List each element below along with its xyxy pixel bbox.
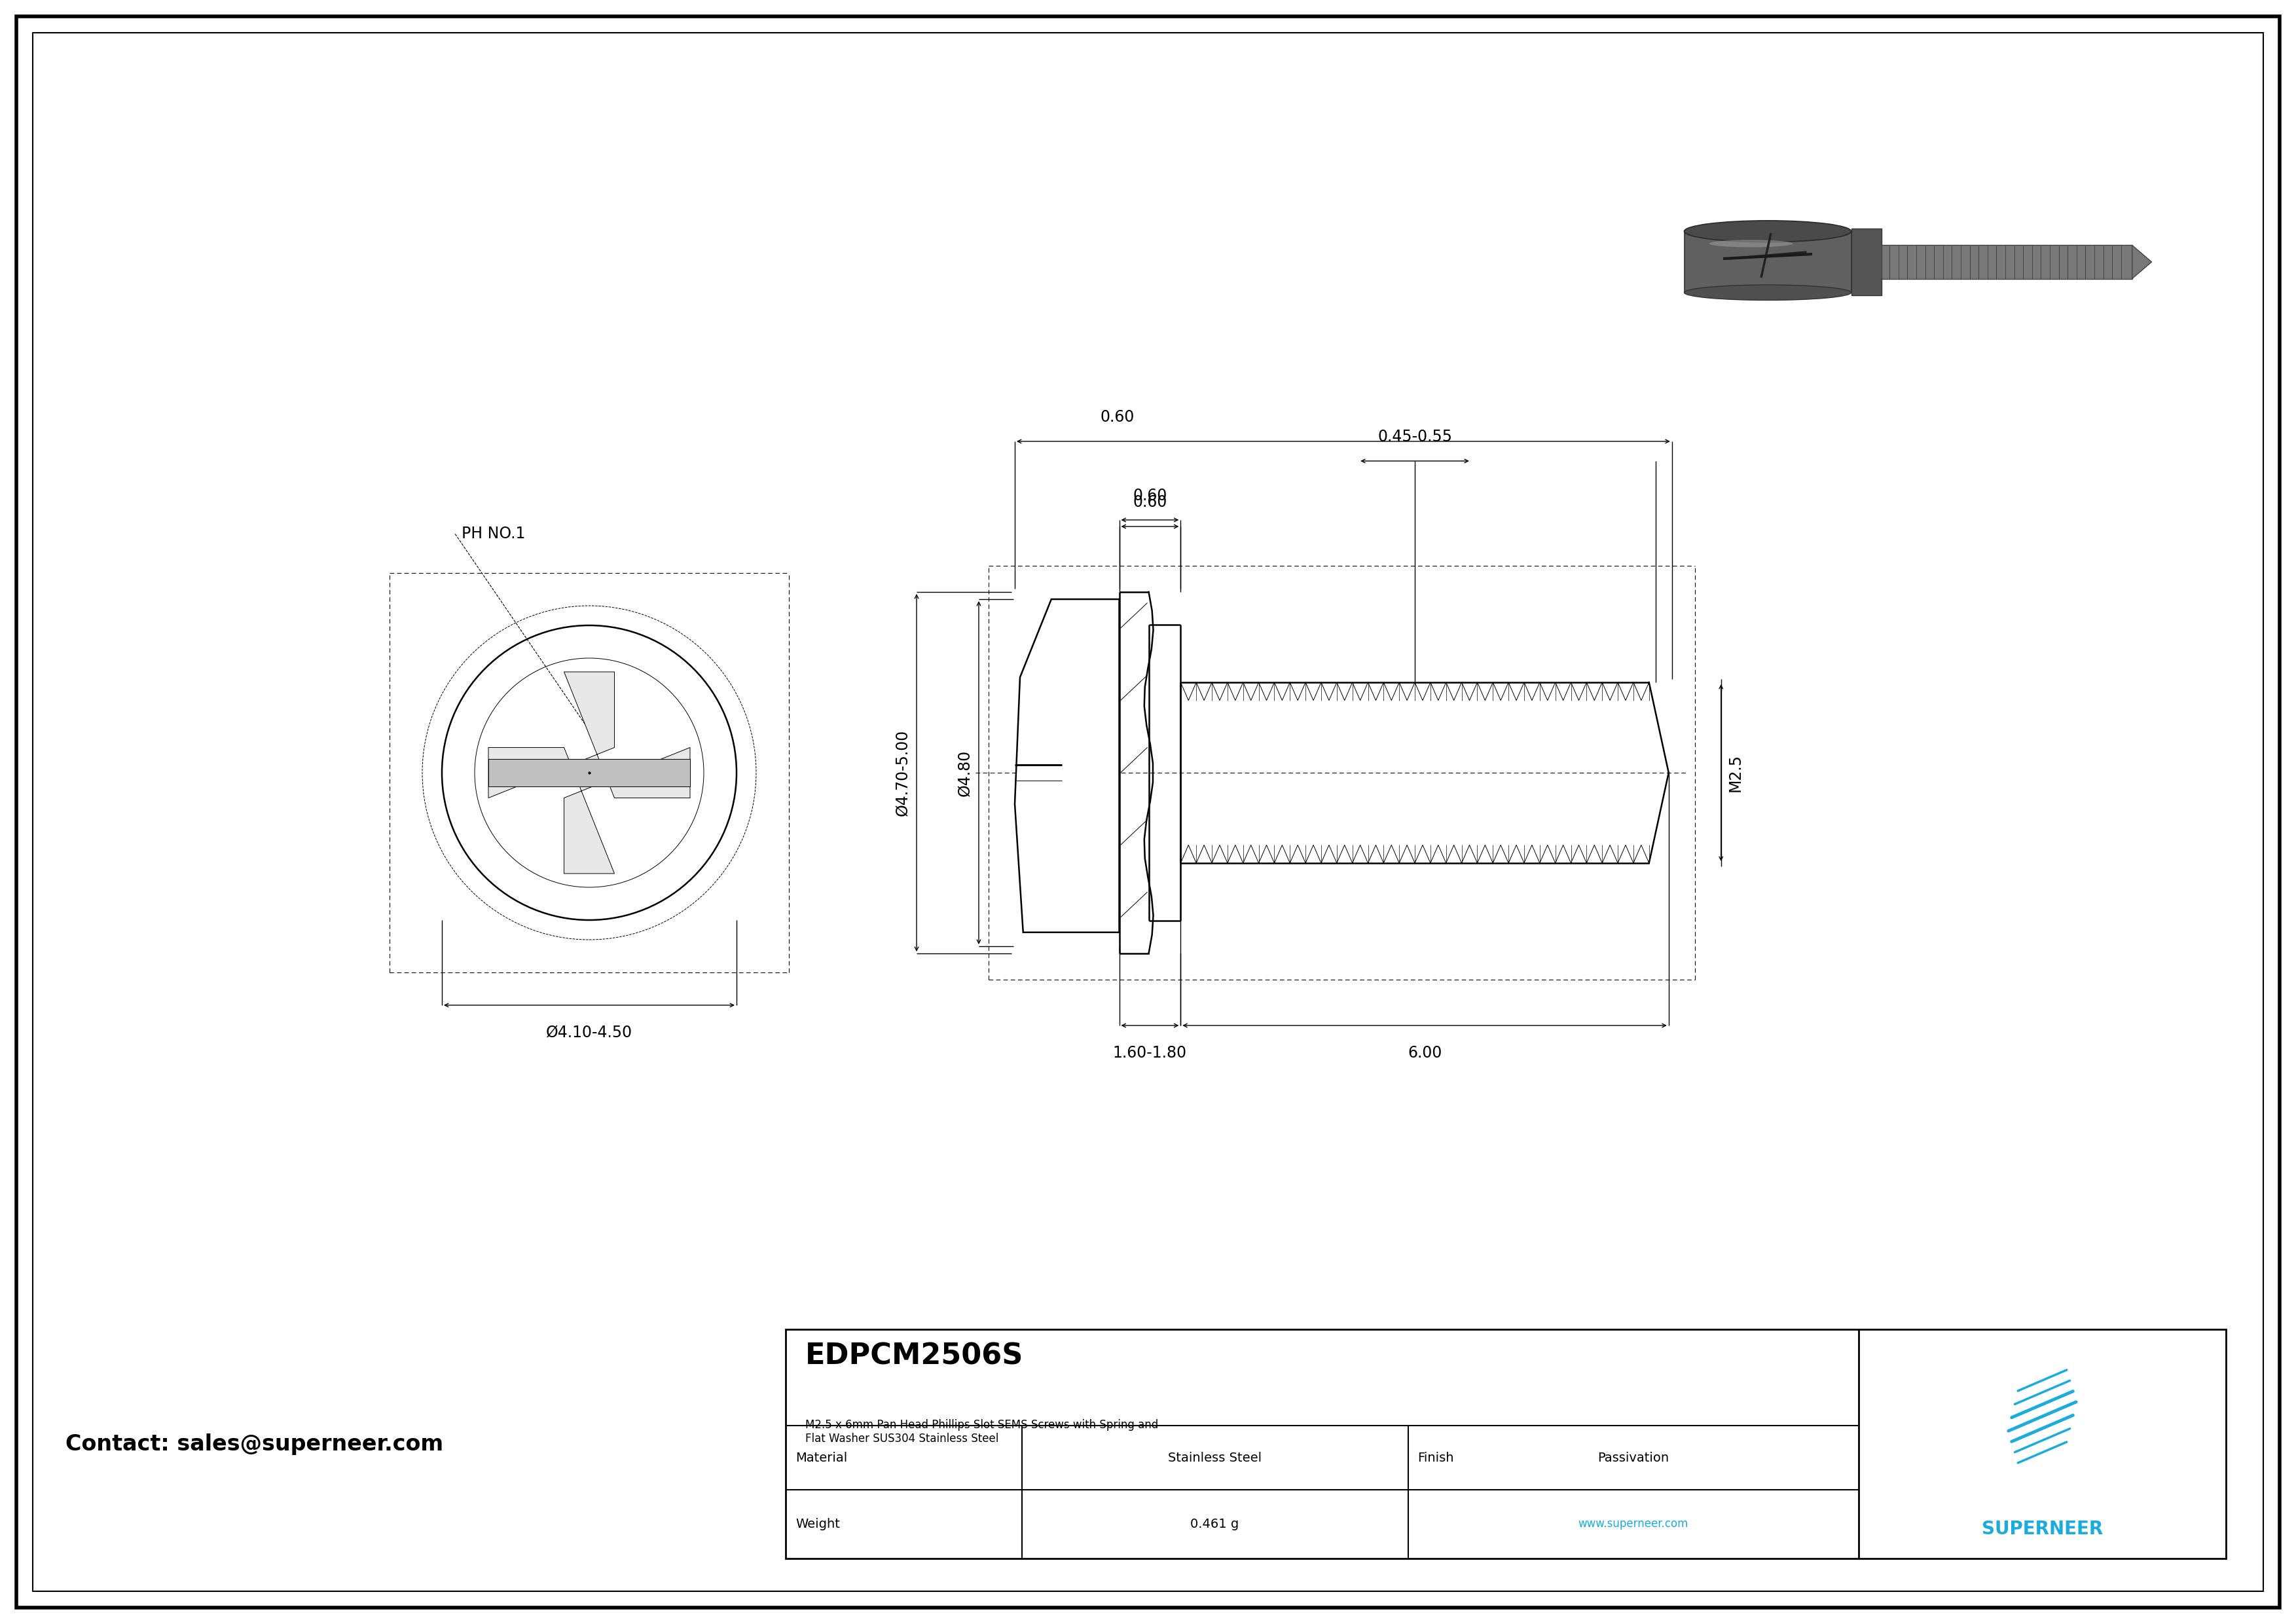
Text: Stainless Steel: Stainless Steel	[1169, 1452, 1263, 1463]
Polygon shape	[1685, 231, 1851, 292]
Text: Ø4.70-5.00: Ø4.70-5.00	[895, 729, 909, 815]
Text: SUPERNEER: SUPERNEER	[1981, 1520, 2103, 1538]
Text: Material: Material	[794, 1452, 847, 1463]
Text: Ø4.10-4.50: Ø4.10-4.50	[546, 1025, 631, 1041]
Text: M2.5 x 6mm Pan Head Phillips Slot SEMS Screws with Spring and
Flat Washer SUS304: M2.5 x 6mm Pan Head Phillips Slot SEMS S…	[806, 1419, 1157, 1444]
Text: Ø4.80: Ø4.80	[957, 749, 971, 796]
Bar	[489, 758, 691, 786]
Bar	[1883, 245, 2133, 279]
Text: www.superneer.com: www.superneer.com	[1577, 1518, 1688, 1530]
Text: EDPCM2506S: EDPCM2506S	[806, 1343, 1024, 1371]
Text: Passivation: Passivation	[1598, 1452, 1669, 1463]
Polygon shape	[1015, 599, 1118, 932]
Text: 1.60-1.80: 1.60-1.80	[1114, 1046, 1187, 1060]
Text: Contact: sales@superneer.com: Contact: sales@superneer.com	[67, 1432, 443, 1455]
Text: PH NO.1: PH NO.1	[461, 526, 526, 541]
Text: Finish: Finish	[1419, 1452, 1453, 1463]
Polygon shape	[489, 672, 691, 874]
Text: 0.60: 0.60	[1132, 487, 1166, 503]
Text: 0.461 g: 0.461 g	[1192, 1518, 1240, 1530]
Text: 0.60: 0.60	[1132, 494, 1166, 510]
Bar	[785, 1330, 2225, 1559]
Polygon shape	[2133, 245, 2151, 279]
Ellipse shape	[1685, 221, 1851, 242]
Text: 0.60: 0.60	[1100, 409, 1134, 425]
Ellipse shape	[1708, 240, 1793, 247]
Text: 6.00: 6.00	[1407, 1046, 1442, 1060]
Text: 0.45-0.55: 0.45-0.55	[1378, 429, 1451, 445]
Text: M2.5: M2.5	[1727, 754, 1743, 793]
Ellipse shape	[1685, 284, 1851, 300]
Text: Weight: Weight	[794, 1518, 840, 1530]
Bar	[1851, 229, 1883, 296]
